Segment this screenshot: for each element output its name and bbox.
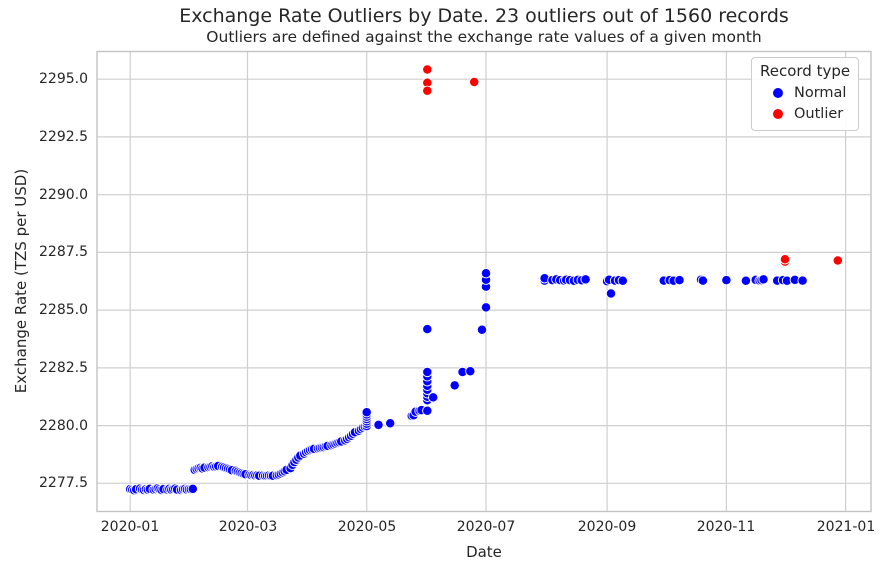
x-tick-label: 2020-09 — [577, 519, 637, 535]
legend-title: Record type — [760, 62, 851, 80]
y-tick-label: 2285.0 — [39, 302, 88, 318]
data-point-normal — [740, 275, 752, 286]
data-point-normal — [385, 418, 396, 429]
data-point-normal — [480, 268, 492, 279]
x-tick-label: 2020-05 — [337, 519, 397, 535]
data-point-normal — [758, 274, 769, 285]
data-point-outlier — [422, 85, 433, 96]
chart-title: Exchange Rate Outliers by Date. 23 outli… — [179, 5, 789, 27]
y-tick-label: 2292.5 — [39, 129, 88, 145]
data-point-normal — [797, 275, 808, 286]
data-point-normal — [674, 274, 685, 286]
data-point-normal — [580, 274, 591, 285]
y-tick-label: 2287.5 — [39, 244, 88, 260]
x-tick-label: 2020-03 — [218, 519, 278, 535]
data-point-normal — [187, 483, 198, 495]
chart-subtitle: Outliers are defined against the exchang… — [206, 28, 762, 46]
data-point-normal — [428, 392, 439, 403]
legend-label-outlier: Outlier — [794, 106, 844, 122]
y-tick-label: 2282.5 — [39, 360, 88, 376]
data-point-normal — [605, 288, 617, 299]
data-point-normal — [721, 274, 732, 286]
legend-label-normal: Normal — [794, 85, 847, 101]
data-point-normal — [422, 366, 433, 378]
data-point-normal — [480, 302, 492, 313]
x-tick-label: 2020-07 — [456, 519, 516, 535]
legend-item-normal: Normal — [760, 82, 850, 103]
data-point-outlier — [469, 76, 480, 88]
data-point-normal — [361, 407, 372, 418]
data-point-normal — [422, 323, 433, 335]
plot-border — [96, 50, 872, 513]
y-tick-label: 2295.0 — [39, 71, 88, 87]
data-point-normal — [373, 419, 384, 431]
normal-marker-icon — [773, 88, 783, 98]
y-tick-label: 2290.0 — [39, 187, 88, 203]
x-tick-label: 2020-11 — [696, 519, 756, 535]
y-tick-label: 2277.5 — [39, 475, 88, 491]
x-tick-label: 2021-01 — [816, 519, 876, 535]
data-point-normal — [422, 405, 433, 416]
data-point-outlier — [422, 64, 433, 75]
x-tick-label: 2020-01 — [100, 519, 160, 535]
legend: Record type Normal Outlier — [751, 57, 860, 131]
outlier-marker-icon — [773, 109, 783, 119]
y-tick-label: 2280.0 — [39, 418, 88, 434]
data-point-normal — [449, 380, 460, 391]
data-point-normal — [617, 275, 628, 286]
data-point-normal — [476, 324, 488, 335]
data-point-outlier — [832, 255, 843, 266]
x-axis-label: Date — [466, 543, 502, 561]
data-point-normal — [697, 275, 709, 286]
data-point-outlier — [779, 254, 791, 265]
data-point-normal — [465, 366, 476, 377]
legend-item-outlier: Outlier — [760, 103, 850, 124]
